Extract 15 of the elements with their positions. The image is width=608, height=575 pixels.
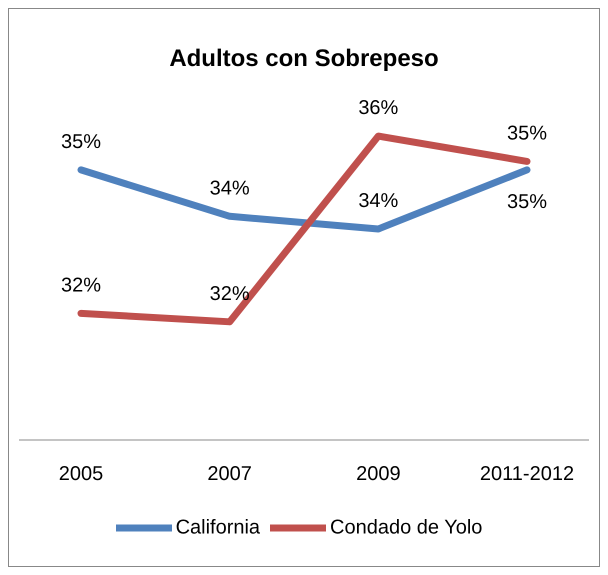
chart-title: Adultos con Sobrepeso <box>168 45 440 74</box>
x-tick-label: 2007 <box>207 463 252 486</box>
data-label: 34% <box>210 177 250 200</box>
data-label: 35% <box>506 122 548 144</box>
x-tick-label: 2009 <box>356 463 401 486</box>
legend-label: Condado de Yolo <box>330 516 482 538</box>
data-label: 32% <box>210 282 250 305</box>
x-tick-label: 2011-2012 <box>480 463 574 486</box>
x-tick-label: 2005 <box>58 463 104 486</box>
data-label: 35% <box>506 190 548 213</box>
data-label: 34% <box>358 190 399 212</box>
data-label: 32% <box>60 274 102 296</box>
legend-label: California <box>176 516 260 538</box>
data-label: 36% <box>358 97 399 120</box>
data-label: 35% <box>60 130 102 153</box>
